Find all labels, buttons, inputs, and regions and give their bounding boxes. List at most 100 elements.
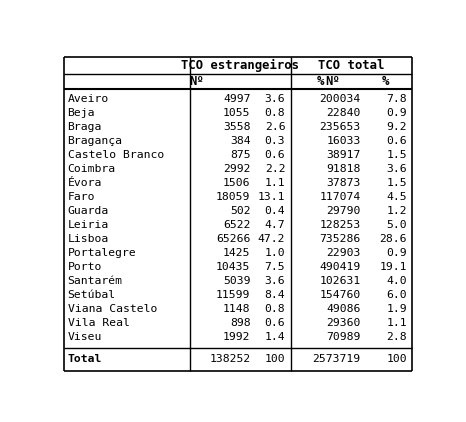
Text: Viseu: Viseu: [68, 333, 102, 343]
Text: 1.5: 1.5: [386, 150, 407, 160]
Text: 91818: 91818: [326, 164, 361, 174]
Text: 5039: 5039: [223, 276, 250, 287]
Text: 22840: 22840: [326, 108, 361, 118]
Text: 3.6: 3.6: [265, 276, 285, 287]
Text: 100: 100: [386, 354, 407, 364]
Text: Total: Total: [68, 354, 102, 364]
Text: 235653: 235653: [319, 122, 361, 132]
Text: 4.7: 4.7: [265, 220, 285, 230]
Text: 10435: 10435: [216, 262, 250, 272]
Text: 0.3: 0.3: [265, 136, 285, 146]
Text: Faro: Faro: [68, 192, 95, 202]
Text: 65266: 65266: [216, 234, 250, 244]
Text: 70989: 70989: [326, 333, 361, 343]
Text: 3558: 3558: [223, 122, 250, 132]
Text: 28.6: 28.6: [379, 234, 407, 244]
Text: 29360: 29360: [326, 319, 361, 328]
Text: 2.8: 2.8: [386, 333, 407, 343]
Text: 7.5: 7.5: [265, 262, 285, 272]
Text: 154760: 154760: [319, 290, 361, 300]
Text: 2573719: 2573719: [312, 354, 361, 364]
Text: 47.2: 47.2: [258, 234, 285, 244]
Text: 0.6: 0.6: [265, 319, 285, 328]
Text: Setúbal: Setúbal: [68, 290, 116, 300]
Text: 7.8: 7.8: [386, 94, 407, 104]
Text: Nº: Nº: [189, 75, 204, 88]
Text: 6522: 6522: [223, 220, 250, 230]
Text: 100: 100: [265, 354, 285, 364]
Text: Beja: Beja: [68, 108, 95, 118]
Text: 2.6: 2.6: [265, 122, 285, 132]
Text: TCO total: TCO total: [318, 59, 384, 72]
Text: 117074: 117074: [319, 192, 361, 202]
Text: 18059: 18059: [216, 192, 250, 202]
Text: 3.6: 3.6: [386, 164, 407, 174]
Text: %: %: [317, 75, 324, 88]
Text: 490419: 490419: [319, 262, 361, 272]
Text: 1.9: 1.9: [386, 304, 407, 314]
Text: Guarda: Guarda: [68, 206, 109, 216]
Text: 735286: 735286: [319, 234, 361, 244]
Text: 2.2: 2.2: [265, 164, 285, 174]
Text: 1.5: 1.5: [386, 179, 407, 188]
Text: 1.0: 1.0: [265, 249, 285, 258]
Text: Évora: Évora: [68, 179, 102, 188]
Text: Braga: Braga: [68, 122, 102, 132]
Text: Lisboa: Lisboa: [68, 234, 109, 244]
Text: 2992: 2992: [223, 164, 250, 174]
Text: Portalegre: Portalegre: [68, 249, 136, 258]
Text: %: %: [381, 75, 389, 88]
Text: 0.4: 0.4: [265, 206, 285, 216]
Text: Castelo Branco: Castelo Branco: [68, 150, 164, 160]
Text: 1425: 1425: [223, 249, 250, 258]
Text: 5.0: 5.0: [386, 220, 407, 230]
Text: 875: 875: [230, 150, 250, 160]
Text: 19.1: 19.1: [379, 262, 407, 272]
Text: 0.6: 0.6: [386, 136, 407, 146]
Text: 8.4: 8.4: [265, 290, 285, 300]
Text: 13.1: 13.1: [258, 192, 285, 202]
Text: 1.2: 1.2: [386, 206, 407, 216]
Text: 1055: 1055: [223, 108, 250, 118]
Text: 4.5: 4.5: [386, 192, 407, 202]
Text: 138252: 138252: [209, 354, 250, 364]
Text: 29790: 29790: [326, 206, 361, 216]
Text: 37873: 37873: [326, 179, 361, 188]
Text: TCO estrangeiros: TCO estrangeiros: [181, 59, 299, 72]
Text: 0.9: 0.9: [386, 108, 407, 118]
Text: 4.0: 4.0: [386, 276, 407, 287]
Text: 38917: 38917: [326, 150, 361, 160]
Text: Aveiro: Aveiro: [68, 94, 109, 104]
Text: 16033: 16033: [326, 136, 361, 146]
Text: 1148: 1148: [223, 304, 250, 314]
Text: 0.9: 0.9: [386, 249, 407, 258]
Text: Bragança: Bragança: [68, 136, 123, 146]
Text: Santarém: Santarém: [68, 276, 123, 287]
Text: 102631: 102631: [319, 276, 361, 287]
Text: 128253: 128253: [319, 220, 361, 230]
Text: 384: 384: [230, 136, 250, 146]
Text: 502: 502: [230, 206, 250, 216]
Text: 49086: 49086: [326, 304, 361, 314]
Text: 1.1: 1.1: [265, 179, 285, 188]
Text: Viana Castelo: Viana Castelo: [68, 304, 157, 314]
Text: 0.8: 0.8: [265, 304, 285, 314]
Text: 9.2: 9.2: [386, 122, 407, 132]
Text: 898: 898: [230, 319, 250, 328]
Text: 200034: 200034: [319, 94, 361, 104]
Text: 6.0: 6.0: [386, 290, 407, 300]
Text: 3.6: 3.6: [265, 94, 285, 104]
Text: 0.8: 0.8: [265, 108, 285, 118]
Text: 1.4: 1.4: [265, 333, 285, 343]
Text: 1992: 1992: [223, 333, 250, 343]
Text: 4997: 4997: [223, 94, 250, 104]
Text: Leiria: Leiria: [68, 220, 109, 230]
Text: 22903: 22903: [326, 249, 361, 258]
Text: Coimbra: Coimbra: [68, 164, 116, 174]
Text: 1506: 1506: [223, 179, 250, 188]
Text: Nº: Nº: [326, 75, 341, 88]
Text: 1.1: 1.1: [386, 319, 407, 328]
Text: Vila Real: Vila Real: [68, 319, 130, 328]
Text: 0.6: 0.6: [265, 150, 285, 160]
Text: 11599: 11599: [216, 290, 250, 300]
